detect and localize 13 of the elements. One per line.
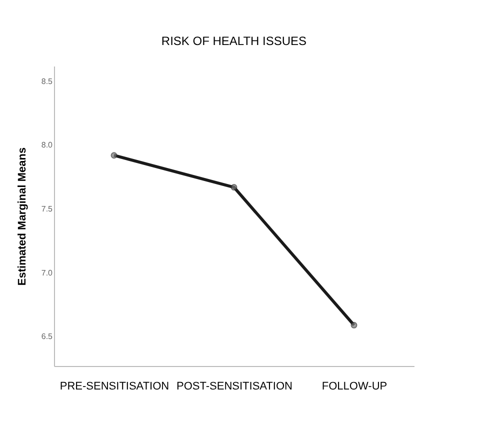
y-tick-label: 7.5: [41, 204, 54, 214]
y-tick-label: 6.5: [41, 332, 54, 342]
y-tick-label: 8.5: [41, 76, 54, 86]
x-tick-label: PRE-SENSITISATION: [60, 380, 170, 392]
y-tick-label: 8.0: [41, 140, 54, 150]
chart-title: RISK OF HEALTH ISSUES: [161, 34, 307, 48]
point: [350, 322, 358, 328]
y-tick-label: 7.0: [41, 268, 54, 278]
point: [230, 184, 238, 191]
x-tick-label: POST-SENSITISATION: [176, 380, 293, 392]
x-tick-label: FOLLOW-UP: [322, 380, 388, 392]
point: [110, 152, 118, 159]
y-axis-title: Estimated Marginal Means: [16, 147, 28, 286]
